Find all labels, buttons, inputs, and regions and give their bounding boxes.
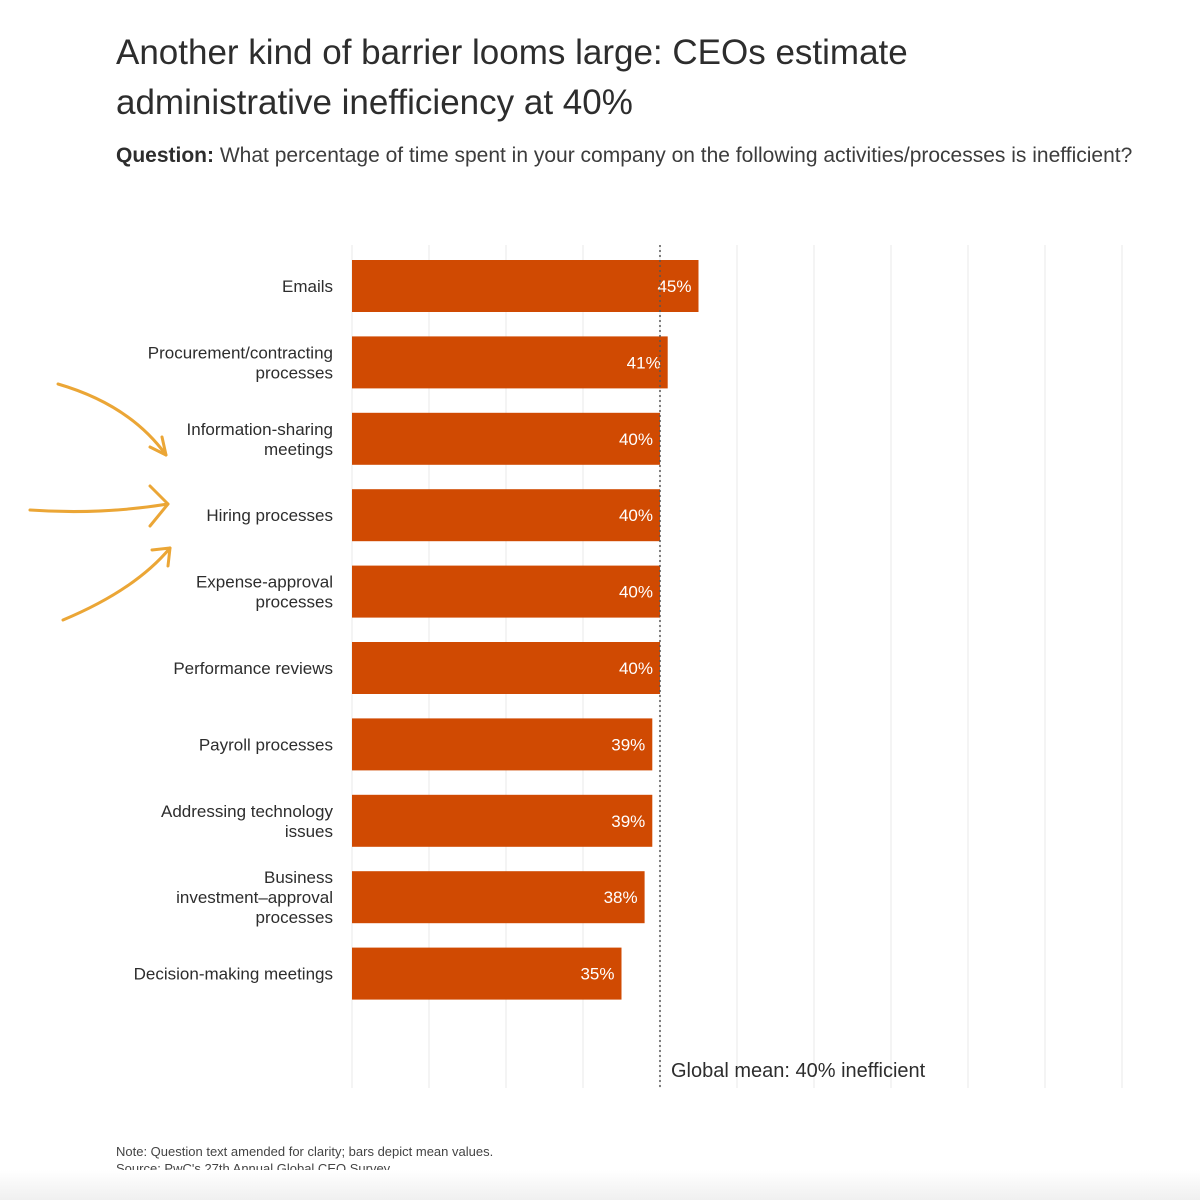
category-label: Emails — [282, 277, 333, 296]
bar — [352, 794, 653, 847]
highlight-arrow — [61, 546, 172, 622]
bar — [352, 260, 699, 312]
category-label: Decision-making meetings — [134, 965, 333, 984]
category-label: processes — [256, 908, 333, 927]
category-label: Information-sharing — [187, 420, 333, 439]
category-labels: EmailsProcurement/contractingprocessesIn… — [134, 277, 334, 984]
bar — [352, 489, 660, 542]
category-label: Business — [264, 868, 333, 887]
category-label: Addressing technology — [161, 802, 334, 821]
bar — [352, 565, 660, 618]
bar-value-label: 40% — [619, 506, 653, 525]
category-label: processes — [256, 593, 333, 612]
chart-question: Question: What percentage of time spent … — [116, 140, 1156, 172]
bar — [352, 718, 653, 771]
highlight-arrow — [56, 382, 168, 457]
category-label: processes — [256, 363, 333, 382]
highlight-arrow-head — [148, 435, 168, 457]
bar-value-label: 40% — [619, 659, 653, 678]
category-label: Procurement/contracting — [148, 343, 333, 362]
category-label: Payroll processes — [199, 735, 333, 754]
global-mean-marker: Global mean: 40% inefficient — [659, 245, 926, 1088]
bar — [352, 642, 660, 694]
bar — [352, 871, 645, 924]
bar-value-label: 39% — [611, 812, 645, 831]
category-label: issues — [285, 822, 333, 841]
category-label: Expense-approval — [196, 573, 333, 592]
bottom-fade — [0, 1170, 1200, 1200]
question-label: Question: — [116, 144, 214, 167]
highlight-arrow-head — [150, 546, 172, 568]
bar — [352, 947, 622, 1000]
bar — [352, 336, 668, 389]
bar-value-label: 41% — [627, 353, 661, 372]
bar — [352, 412, 660, 465]
bar-value-label: 40% — [619, 583, 653, 602]
bar-chart: 45% 41% 40% 40% 40% 40% 39% 39% 38% 35% Emails Pro… — [28, 245, 1123, 1088]
question-text: What percentage of time spent in your co… — [219, 144, 1133, 167]
category-label: investment–approval — [176, 888, 333, 907]
chart-title: Another kind of barrier looms large: CEO… — [116, 33, 908, 122]
bars: 45% 41% 40% 40% 40% 40% 39% 39% 38% 35% — [352, 260, 699, 1000]
category-label: Performance reviews — [173, 659, 333, 678]
highlight-arrow-head — [148, 484, 170, 528]
global-mean-label: Global mean: 40% inefficient — [671, 1060, 926, 1082]
category-label: Hiring processes — [206, 506, 333, 525]
highlight-arrow — [28, 502, 170, 514]
highlight-arrows — [28, 382, 172, 622]
bar-value-label: 39% — [611, 735, 645, 754]
bar-value-label: 40% — [619, 430, 653, 449]
note-text: Note: Question text amended for clarity;… — [116, 1144, 494, 1159]
bar-value-label: 38% — [604, 888, 638, 907]
category-label: meetings — [264, 440, 333, 459]
bar-value-label: 45% — [657, 277, 691, 296]
bar-value-label: 35% — [580, 965, 614, 984]
